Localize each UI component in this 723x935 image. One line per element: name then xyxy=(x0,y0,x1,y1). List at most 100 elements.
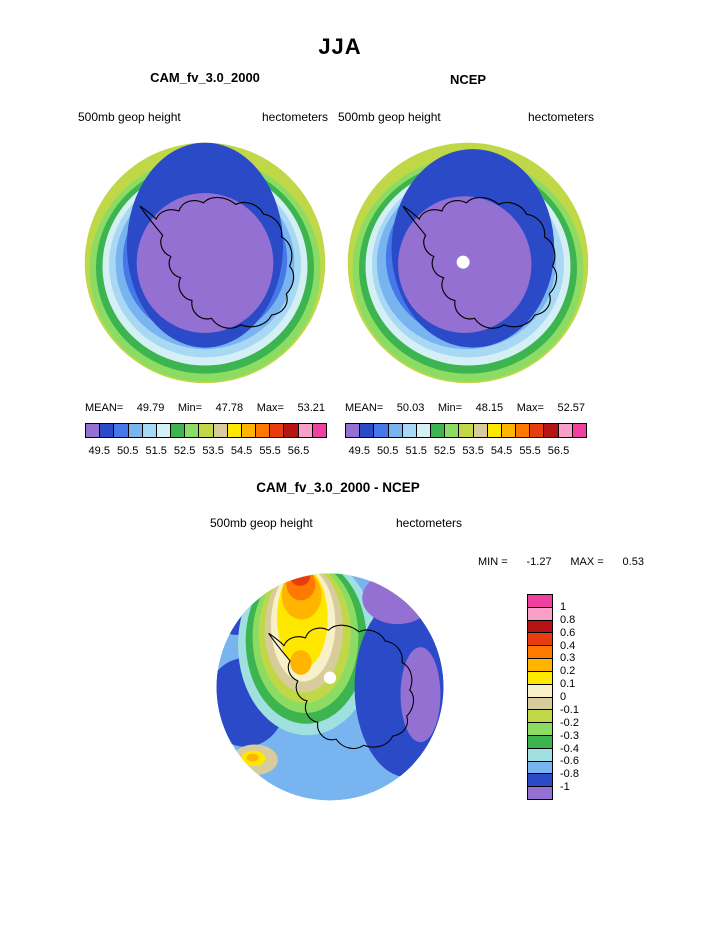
colorbar-segment xyxy=(141,423,157,438)
colorbar-tick-label: 0.8 xyxy=(560,613,576,626)
colorbar-segment xyxy=(527,773,553,788)
colorbar-segment xyxy=(226,423,242,438)
colorbar-segment xyxy=(472,423,488,438)
colorbar-segment xyxy=(527,619,553,634)
colorbar-segment xyxy=(198,423,214,438)
cam-map xyxy=(84,142,326,384)
colorbar-segment xyxy=(85,423,101,438)
colorbar-tick-label: -0.4 xyxy=(560,742,579,755)
ncep-stats-row: MEAN= 50.03 Min= 48.15 Max= 52.57 xyxy=(345,402,585,414)
colorbar-segment xyxy=(500,423,517,438)
colorbar-segment xyxy=(527,658,553,672)
colorbar-tick-label: -1 xyxy=(560,781,570,794)
colorbar-tick-label: 50.5 xyxy=(116,445,139,457)
colorbar-segment xyxy=(269,423,285,438)
cam-min-label: Min= xyxy=(177,402,203,414)
colorbar-segment xyxy=(571,423,587,438)
ncep-min-value: 48.15 xyxy=(475,402,504,414)
colorbar-tick-label: 55.5 xyxy=(519,445,541,457)
ncep-units-label: hectometers xyxy=(527,110,594,124)
colorbar-segment xyxy=(527,722,553,736)
ncep-colorbar-ticks: 49.5 50.5 51.5 52.5 53.5 54.5 55.5 56.5 xyxy=(345,445,587,458)
colorbar-segment xyxy=(345,423,361,438)
colorbar-tick-label: 0.4 xyxy=(560,639,576,652)
colorbar-tick-label: 51.5 xyxy=(145,445,167,457)
diff-min-value: -1.27 xyxy=(526,556,552,568)
diff-map xyxy=(216,573,444,801)
colorbar-segment xyxy=(283,423,299,438)
colorbar-segment xyxy=(527,683,553,698)
ncep-mean-value: 50.03 xyxy=(396,402,425,414)
colorbar-segment xyxy=(527,734,553,749)
colorbar-tick-label: 54.5 xyxy=(490,445,513,457)
cam-stats-row: MEAN= 49.79 Min= 47.78 Max= 53.21 xyxy=(85,402,325,414)
cam-units-label: hectometers xyxy=(261,110,328,124)
colorbar-segment xyxy=(255,423,271,438)
colorbar-segment xyxy=(527,786,553,800)
cam-field-label: 500mb geop height xyxy=(78,110,181,124)
colorbar-tick-label: 53.5 xyxy=(202,445,224,457)
cam-mean-label: MEAN= xyxy=(85,402,124,414)
colorbar-segment xyxy=(527,594,553,608)
colorbar-tick-label: -0.1 xyxy=(560,703,579,716)
ncep-panel-title: NCEP xyxy=(449,72,487,87)
diff-max-value: 0.53 xyxy=(622,556,644,568)
colorbar-tick-label: 0.1 xyxy=(560,678,576,691)
colorbar-tick-label: 53.5 xyxy=(462,445,484,457)
colorbar-tick-label: -0.3 xyxy=(560,729,579,742)
colorbar-segment xyxy=(99,423,115,438)
colorbar-segment xyxy=(444,423,460,438)
ncep-labels-row: 500mb geop height hectometers xyxy=(338,110,594,124)
colorbar-segment xyxy=(212,423,228,438)
diff-max-label: MAX = xyxy=(570,556,604,568)
diff-stats-row: MIN = -1.27 MAX = 0.53 xyxy=(478,556,644,568)
cam-max-value: 53.21 xyxy=(297,402,325,414)
colorbar-segment xyxy=(170,423,186,438)
cam-max-label: Max= xyxy=(256,402,284,414)
colorbar-segment xyxy=(527,645,553,660)
diff-field-label: 500mb geop height xyxy=(210,516,313,530)
cam-mean-value: 49.79 xyxy=(136,402,165,414)
colorbar-tick-label: 0 xyxy=(560,691,567,703)
colorbar-tick-label: 1 xyxy=(560,600,567,613)
colorbar-segment xyxy=(113,423,129,438)
colorbar-segment xyxy=(527,696,553,711)
colorbar-segment xyxy=(127,423,143,438)
colorbar-tick-label: -0.2 xyxy=(560,716,579,729)
colorbar-segment xyxy=(529,423,545,438)
cam-labels-row: 500mb geop height hectometers xyxy=(78,110,328,124)
pole-dot xyxy=(456,255,470,269)
colorbar-segment xyxy=(430,423,446,438)
ncep-mean-label: MEAN= xyxy=(345,402,384,414)
colorbar-tick-label: 52.5 xyxy=(433,445,456,457)
diff-panel-title: CAM_fv_3.0_2000 - NCEP xyxy=(256,480,420,495)
colorbar-tick-label: 0.3 xyxy=(560,652,576,665)
colorbar-tick-label: 56.5 xyxy=(287,445,310,457)
ncep-max-label: Max= xyxy=(516,402,544,414)
colorbar-segment xyxy=(359,423,375,438)
cam-min-value: 47.78 xyxy=(215,402,244,414)
colorbar-segment xyxy=(155,423,172,438)
colorbar-segment xyxy=(373,423,389,438)
colorbar-segment xyxy=(311,423,327,438)
diff-units-label: hectometers xyxy=(395,516,462,530)
ncep-map xyxy=(347,142,589,384)
colorbar-tick-label: 0.6 xyxy=(560,626,576,639)
colorbar-segment xyxy=(240,423,257,438)
colorbar-tick-label: 49.5 xyxy=(348,445,370,457)
diff-min-label: MIN = xyxy=(478,556,508,568)
cam-panel-title: CAM_fv_3.0_2000 xyxy=(150,70,260,85)
colorbar-segment xyxy=(486,423,502,438)
colorbar-tick-label: 49.5 xyxy=(88,445,110,457)
ncep-colorbar xyxy=(345,423,587,438)
ncep-min-label: Min= xyxy=(437,402,463,414)
ncep-max-value: 52.57 xyxy=(557,402,585,414)
colorbar-tick-label: -0.6 xyxy=(560,755,579,768)
colorbar-segment xyxy=(527,709,553,724)
colorbar-segment xyxy=(387,423,403,438)
colorbar-segment xyxy=(515,423,531,438)
colorbar-tick-label: 0.2 xyxy=(560,665,576,678)
diff-colorbar xyxy=(527,594,553,800)
diff-labels-row: 500mb geop height hectometers xyxy=(210,516,462,530)
